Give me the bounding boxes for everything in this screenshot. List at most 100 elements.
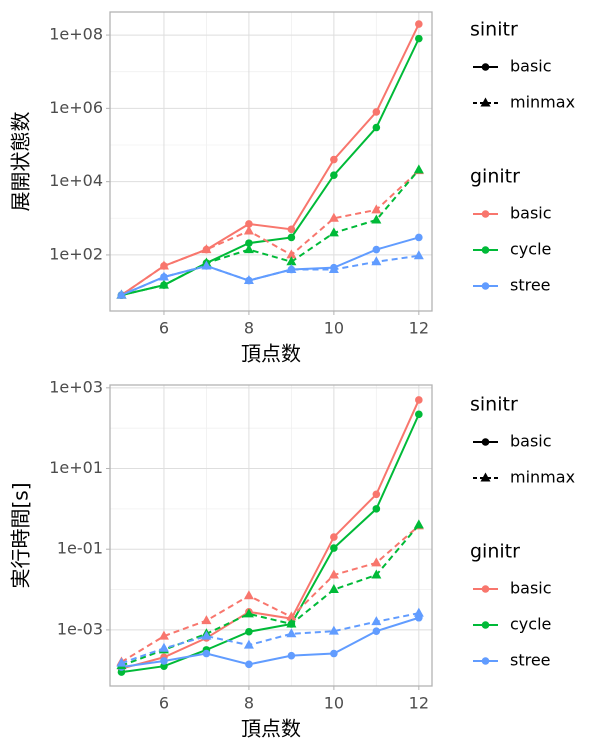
marker [330,155,338,164]
marker [160,662,168,670]
legend-label: basic [510,432,552,451]
y-tick-label: 1e-03 [57,619,103,638]
marker [371,616,382,626]
marker [372,627,381,635]
marker [243,608,254,618]
legend-marker [481,246,490,254]
marker [201,244,212,254]
marker [372,490,381,499]
marker [415,396,423,404]
series-line [121,616,420,669]
y-tick-label: 1e+08 [49,25,103,44]
marker [243,225,254,235]
marker [158,642,169,652]
legend-title: sinitr [470,19,518,41]
marker [330,649,338,658]
legend-label: basic [510,57,552,76]
marker [415,20,423,28]
legend-title: ginitr [470,166,520,188]
series-line [120,169,420,296]
legend-marker [481,621,490,629]
marker [372,123,381,132]
y-axis-title: 展開状態数 [9,112,33,212]
marker [328,625,339,635]
series-line [121,169,420,297]
x-tick-label: 10 [324,694,344,713]
legend-marker [480,472,491,482]
marker [371,256,382,266]
series-line [121,254,419,297]
x-tick-label: 12 [409,319,429,338]
marker [286,249,297,259]
marker [286,256,297,266]
marker [413,519,424,529]
x-tick-label: 10 [324,319,344,338]
x-tick-label: 12 [409,694,429,713]
marker [287,225,296,234]
y-tick-label: 1e+02 [49,244,103,263]
x-axis-title: 頂点数 [241,342,301,366]
marker [328,569,339,579]
marker [160,657,168,665]
series-line [120,23,420,296]
y-tick-label: 1e-01 [57,539,103,558]
marker [372,505,381,513]
marker [202,649,211,658]
legend-label: basic [510,579,552,598]
legend-marker [481,282,490,290]
marker [413,250,424,260]
legend-marker [481,63,490,71]
legend-label: minmax [510,468,575,487]
marker [372,108,381,116]
x-tick-label: 8 [244,694,254,713]
marker [116,657,127,667]
marker [415,34,423,43]
marker [371,569,382,579]
x-tick-label: 6 [159,319,169,338]
marker [201,260,212,270]
plot-border [109,384,433,687]
marker [158,279,169,289]
legend-label: stree [510,651,551,670]
marker [243,639,254,649]
legend-marker [481,585,490,593]
marker [286,628,297,638]
marker [328,227,339,237]
marker [330,544,338,552]
marker [116,289,127,299]
legend-marker [480,97,491,107]
marker [413,164,424,174]
marker [371,214,382,224]
legend-label: stree [510,276,551,295]
marker [287,233,296,242]
marker [287,651,296,660]
marker [286,611,297,621]
marker [201,630,212,640]
marker [201,615,212,625]
marker [243,590,254,600]
x-tick-label: 8 [244,319,254,338]
marker [245,660,253,669]
marker [330,171,338,179]
marker [286,264,297,274]
marker [286,618,297,628]
marker [371,204,382,214]
plot-background [110,12,432,311]
y-axis-title: 実行時間[s] [9,482,33,588]
y-tick-label: 1e+04 [49,171,103,190]
legend-marker [481,210,490,218]
legend-label: cycle [510,615,551,634]
legend-label: minmax [510,93,575,112]
marker [243,275,254,285]
y-tick-label: 1e+01 [49,458,103,477]
legend-title: ginitr [470,541,520,563]
marker [413,607,424,617]
legend-marker [481,438,490,446]
marker [371,557,382,567]
y-tick-label: 1e+06 [49,98,103,117]
marker [158,260,169,270]
marker [245,220,253,228]
x-tick-label: 6 [159,694,169,713]
plot-border [109,11,433,312]
